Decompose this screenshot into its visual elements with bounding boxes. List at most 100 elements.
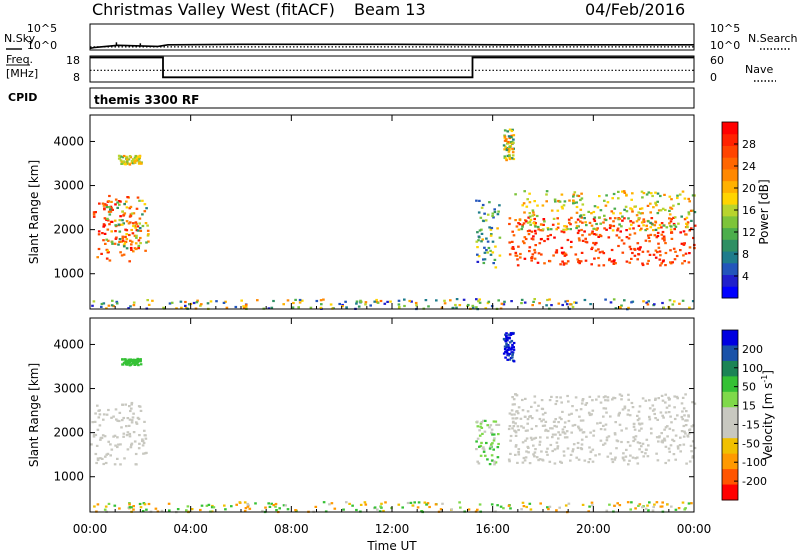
power-cell — [628, 227, 632, 230]
power-cell — [673, 216, 677, 219]
power-cell — [475, 240, 479, 243]
velocity-cell — [91, 421, 94, 424]
velocity-cell — [558, 416, 562, 419]
power-cell — [100, 302, 104, 306]
power-cell — [692, 236, 695, 240]
power-cell — [576, 258, 580, 261]
power-cell — [100, 252, 103, 255]
power-cell — [476, 260, 480, 263]
power-cell — [605, 228, 608, 231]
power-cell — [329, 303, 333, 306]
power-cell — [195, 301, 199, 304]
power-cell — [669, 262, 673, 265]
velocity-region — [121, 357, 143, 367]
power-cell — [110, 200, 113, 203]
power-cell — [638, 248, 641, 251]
power-cell — [498, 204, 501, 207]
velocity-cell — [476, 508, 479, 511]
velocity-cell — [669, 444, 673, 447]
velocity-cell — [648, 399, 651, 402]
power-cell — [375, 298, 378, 302]
velocity-cell — [637, 504, 640, 507]
power-cell — [355, 302, 358, 305]
power-cell — [120, 162, 123, 165]
velocity-cell — [94, 433, 98, 437]
power-cell — [640, 227, 643, 230]
power-cell — [521, 240, 525, 243]
power-cell — [489, 249, 492, 252]
velocity-cell — [626, 413, 630, 416]
power-cell — [570, 240, 573, 243]
velocity-cell — [656, 418, 659, 421]
velocity-cell — [355, 508, 358, 512]
power-cell — [610, 248, 614, 252]
power-cell — [609, 301, 613, 304]
power-cell — [505, 148, 509, 152]
velocity-cell — [533, 451, 537, 454]
power-cell — [636, 242, 640, 245]
power-cell — [118, 203, 121, 206]
power-cell — [617, 197, 620, 200]
power-cell — [604, 218, 608, 222]
velocity-colorbar-tick-label: -50 — [742, 437, 760, 450]
velocity-cell — [513, 429, 516, 432]
velocity-cell — [544, 420, 548, 423]
power-cell — [613, 217, 617, 220]
velocity-cell — [509, 434, 513, 438]
velocity-cell — [503, 347, 507, 351]
velocity-cell — [328, 503, 331, 506]
power-cell — [125, 247, 129, 250]
velocity-cell — [224, 508, 227, 511]
power-cell — [640, 221, 644, 224]
power-cell — [502, 303, 506, 306]
power-cell — [592, 227, 595, 230]
power-cell — [654, 228, 658, 231]
velocity-cell — [646, 455, 650, 458]
power-cell — [297, 306, 300, 309]
velocity-cell — [507, 346, 511, 349]
velocity-cell — [664, 411, 668, 414]
power-cell — [510, 157, 514, 160]
velocity-cell — [137, 447, 141, 450]
power-cell — [672, 216, 675, 219]
power-cell — [101, 232, 104, 235]
velocity-cell — [479, 454, 483, 457]
power-region — [105, 199, 150, 252]
power-cell — [483, 258, 487, 261]
velocity-cell — [275, 509, 278, 512]
velocity-colorbar-swatch — [722, 330, 738, 346]
velocity-cell — [616, 502, 619, 505]
power-cell — [531, 209, 535, 212]
velocity-cell — [119, 443, 122, 446]
velocity-cell — [636, 462, 640, 465]
power-cell — [562, 228, 565, 231]
power-cell — [130, 212, 134, 215]
power-cell — [108, 259, 112, 262]
velocity-cell — [675, 395, 679, 398]
power-cell — [651, 223, 654, 226]
power-cell — [577, 194, 581, 198]
power-cell — [379, 299, 383, 303]
power-cell — [686, 223, 689, 226]
velocity-cell — [508, 352, 511, 356]
velocity-cell — [99, 436, 103, 439]
velocity-cell — [627, 398, 630, 401]
power-cell — [683, 260, 686, 263]
power-cell — [130, 243, 133, 246]
power-cell — [537, 252, 541, 255]
power-cell — [102, 225, 105, 228]
velocity-cell — [272, 504, 275, 507]
velocity-cell — [603, 442, 607, 445]
power-cell — [184, 304, 187, 307]
power-cell — [566, 260, 570, 263]
power-cell — [670, 207, 674, 210]
velocity-cell — [654, 398, 657, 401]
velocity-cell — [530, 405, 533, 408]
velocity-cell — [660, 440, 664, 443]
velocity-cell — [571, 448, 575, 451]
velocity-cell — [425, 503, 428, 506]
velocity-cell — [670, 421, 673, 424]
power-cell — [139, 242, 142, 245]
power-cell — [476, 253, 479, 256]
